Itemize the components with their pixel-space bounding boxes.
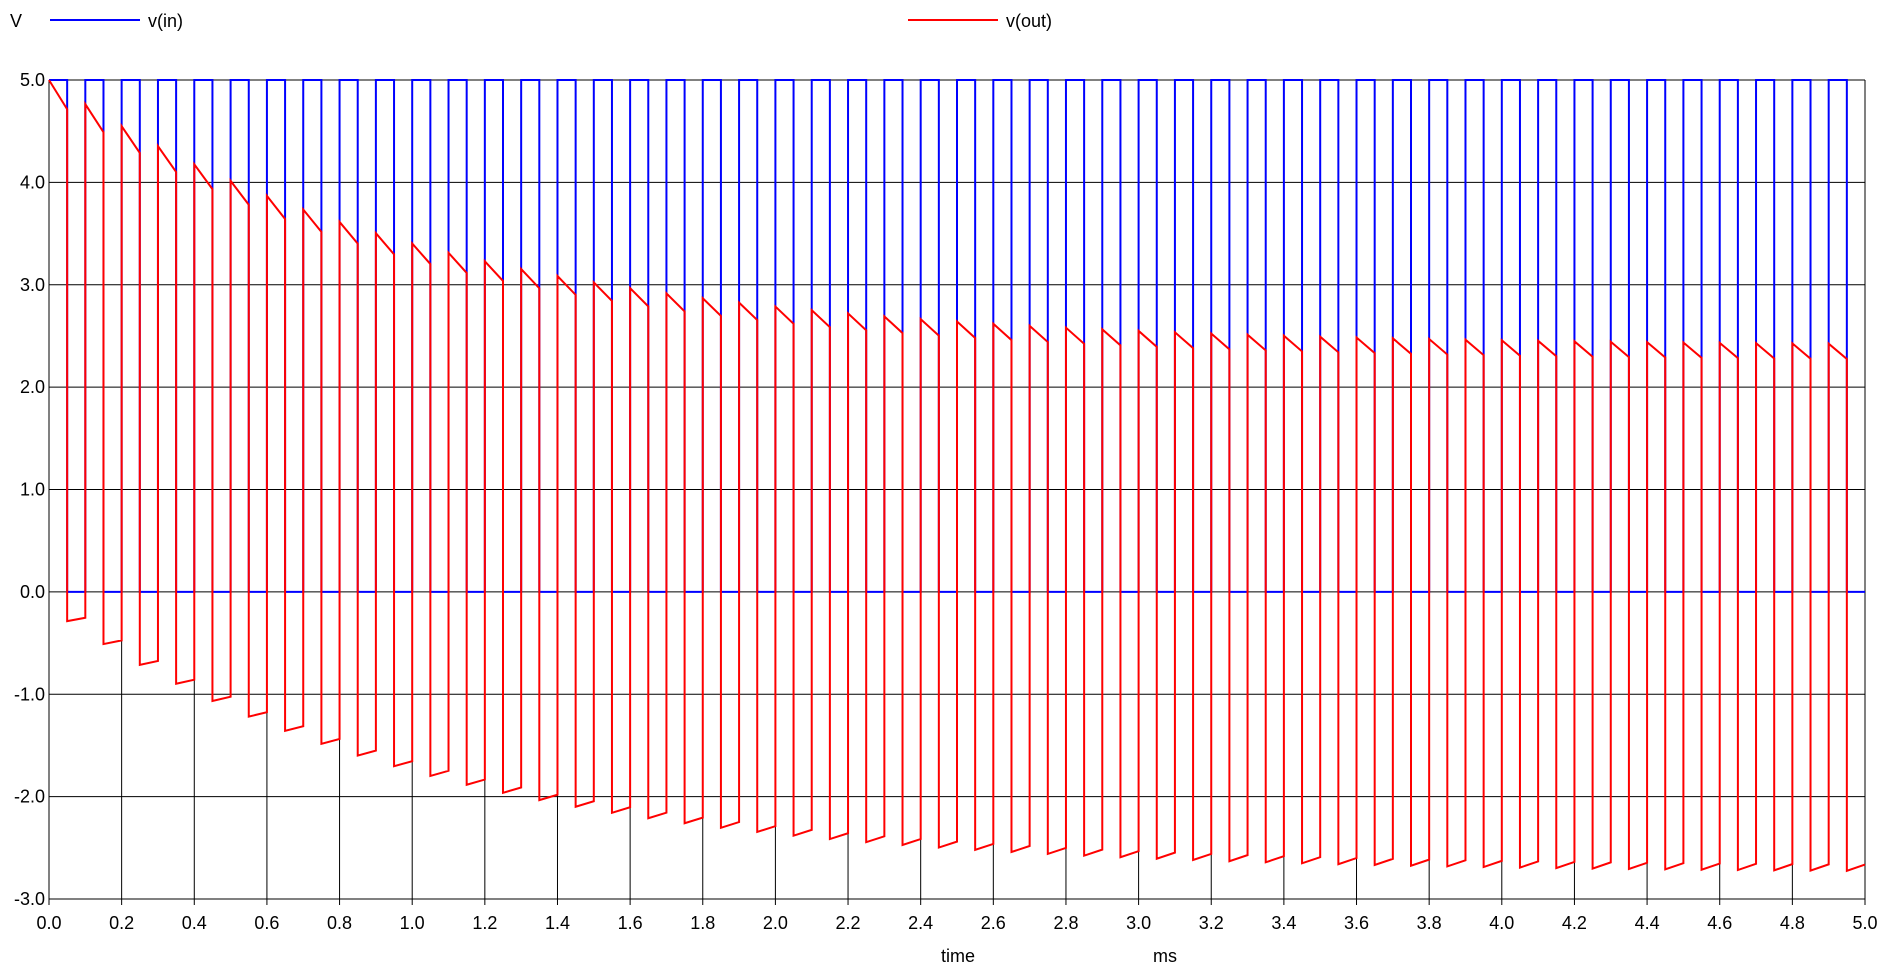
x-tick-label: 3.2 (1199, 913, 1224, 933)
x-tick-label: 3.6 (1344, 913, 1369, 933)
x-tick-label: 2.8 (1053, 913, 1078, 933)
x-tick-label: 4.2 (1562, 913, 1587, 933)
x-tick-label: 0.6 (254, 913, 279, 933)
y-tick-label: 3.0 (20, 275, 45, 295)
y-tick-label: 4.0 (20, 172, 45, 192)
legend: v(in) v(out) (50, 11, 1052, 31)
x-tick-label: 2.4 (908, 913, 933, 933)
x-tick-label: 0.8 (327, 913, 352, 933)
x-axis-unit: ms (1153, 946, 1177, 966)
x-tick-labels: 0.0 0.2 0.4 0.6 0.8 1.0 1.2 1.4 1.6 1.8 2.0 2.2 2.4 2… (36, 913, 1877, 933)
y-tick-label: 1.0 (20, 480, 45, 500)
x-tick-label: 0.4 (182, 913, 207, 933)
x-tick-label: 4.0 (1489, 913, 1514, 933)
x-tick-label: 0.2 (109, 913, 134, 933)
x-tick-label: 1.6 (618, 913, 643, 933)
x-tick-label: 4.6 (1707, 913, 1732, 933)
legend-label-v-in: v(in) (148, 11, 183, 31)
y-tick-label: -3.0 (14, 889, 45, 909)
y-tick-label: 2.0 (20, 377, 45, 397)
x-tick-label: 4.4 (1635, 913, 1660, 933)
x-tick-label: 1.4 (545, 913, 570, 933)
x-tick-label: 2.2 (836, 913, 861, 933)
y-tick-label: 5.0 (20, 70, 45, 90)
y-tick-labels: 5.0 4.0 3.0 2.0 1.0 0.0 -1.0 -2.0 -3.0 (14, 70, 45, 909)
x-axis-label: time (941, 946, 975, 966)
y-tick-label: -2.0 (14, 787, 45, 807)
x-tick-label: 4.8 (1780, 913, 1805, 933)
legend-label-v-out: v(out) (1006, 11, 1052, 31)
y-axis-label: V (10, 11, 22, 31)
x-tick-label: 3.8 (1417, 913, 1442, 933)
y-tick-label: -1.0 (14, 684, 45, 704)
x-tick-label: 0.0 (36, 913, 61, 933)
x-tick-label: 2.6 (981, 913, 1006, 933)
x-tick-label: 3.0 (1126, 913, 1151, 933)
x-tick-label: 3.4 (1271, 913, 1296, 933)
x-tick-label: 1.2 (472, 913, 497, 933)
x-tick-label: 1.8 (690, 913, 715, 933)
x-tick-label: 1.0 (400, 913, 425, 933)
x-tick-label: 2.0 (763, 913, 788, 933)
x-tick-label: 5.0 (1852, 913, 1877, 933)
series-v-out-line (48, 79, 1866, 873)
y-tick-label: 0.0 (20, 582, 45, 602)
